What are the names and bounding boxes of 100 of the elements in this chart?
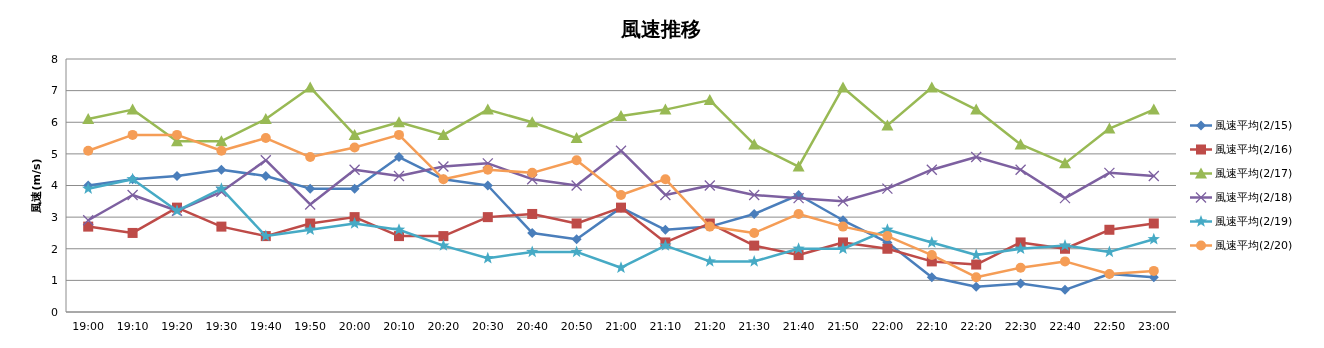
point	[1148, 170, 1160, 182]
y-tick-label: 8	[51, 52, 58, 66]
point	[527, 227, 538, 238]
point	[570, 179, 583, 192]
point	[1104, 224, 1115, 235]
x-tick-label: 22:30	[1004, 320, 1037, 333]
point	[305, 218, 316, 229]
x-tick-label: 20:00	[338, 320, 371, 333]
point	[304, 223, 317, 236]
y-tick-label: 5	[51, 147, 58, 161]
point	[704, 179, 716, 192]
y-tick-label: 4	[51, 179, 58, 193]
x-tick-label: 19:00	[72, 320, 105, 333]
x-tick-label: 20:40	[516, 320, 549, 333]
legend-label: 風速平均(2/19)	[1215, 215, 1293, 229]
x-tick-label: 21:30	[738, 320, 771, 333]
x-tick-label: 22:50	[1093, 320, 1126, 333]
point	[260, 154, 272, 166]
point	[216, 164, 227, 175]
y-tick-label: 7	[51, 84, 58, 98]
point	[1060, 256, 1070, 267]
point	[127, 227, 138, 238]
y-tick-label: 1	[51, 274, 58, 288]
point	[703, 94, 716, 106]
point	[615, 145, 627, 157]
point	[1015, 278, 1026, 289]
point	[970, 151, 982, 163]
x-tick-label: 20:30	[471, 320, 504, 333]
y-tick-label: 3	[51, 210, 58, 224]
legend-label: 風速平均(2/16)	[1215, 143, 1293, 157]
point	[971, 281, 982, 292]
point	[127, 129, 138, 140]
point	[971, 272, 982, 283]
point	[126, 103, 139, 115]
point	[882, 243, 893, 254]
x-tick-label: 20:20	[427, 320, 460, 333]
point	[1059, 157, 1071, 169]
x-tick-label: 19:10	[116, 320, 149, 333]
point	[259, 113, 272, 125]
x-tick-label: 19:40	[249, 320, 282, 333]
point	[749, 240, 760, 251]
point	[749, 208, 760, 219]
point	[792, 242, 805, 255]
point	[172, 171, 182, 182]
x-tick-label: 23:00	[1137, 320, 1170, 333]
y-tick-label: 6	[51, 116, 58, 130]
legend-label: 風速平均(2/15)	[1215, 119, 1293, 133]
point	[527, 167, 538, 178]
point	[1103, 122, 1116, 134]
point	[83, 145, 94, 156]
point	[526, 116, 539, 128]
point	[393, 170, 405, 182]
y-tick-label: 2	[51, 242, 58, 256]
point	[482, 212, 493, 223]
point	[1060, 284, 1070, 295]
point	[570, 245, 583, 258]
point	[216, 145, 227, 156]
point	[394, 152, 404, 163]
point	[748, 138, 761, 150]
point	[392, 223, 406, 236]
x-tick-label: 19:50	[294, 320, 327, 333]
point	[571, 234, 582, 245]
x-tick-label: 22:00	[871, 320, 904, 333]
point	[1058, 239, 1072, 251]
point	[1014, 138, 1027, 150]
point	[971, 259, 982, 270]
point	[837, 195, 849, 207]
point	[482, 180, 493, 191]
point	[660, 224, 671, 235]
point	[881, 119, 894, 131]
point	[394, 129, 404, 140]
point	[571, 155, 582, 166]
point	[348, 216, 361, 229]
point	[349, 142, 360, 153]
x-tick-label: 22:10	[915, 320, 948, 333]
point	[126, 189, 139, 201]
legend-label: 風速平均(2/17)	[1215, 167, 1293, 181]
x-tick-label: 22:20	[960, 320, 993, 333]
point	[926, 250, 937, 261]
x-tick-label: 21:10	[649, 320, 682, 333]
point	[1015, 237, 1026, 248]
point	[482, 157, 494, 170]
point	[437, 128, 450, 140]
x-tick-label: 21:20	[693, 320, 726, 333]
point	[393, 116, 405, 128]
point	[749, 227, 760, 238]
point	[926, 272, 937, 283]
point	[83, 221, 94, 232]
point	[660, 174, 671, 185]
point	[349, 183, 360, 194]
point	[305, 152, 316, 163]
point	[348, 164, 361, 176]
point	[82, 214, 94, 226]
point	[1014, 242, 1027, 255]
x-tick-label: 20:10	[383, 320, 415, 333]
x-tick-label: 19:20	[161, 320, 193, 333]
point	[260, 171, 271, 182]
point	[570, 132, 583, 144]
point	[305, 183, 316, 194]
point	[882, 231, 893, 242]
